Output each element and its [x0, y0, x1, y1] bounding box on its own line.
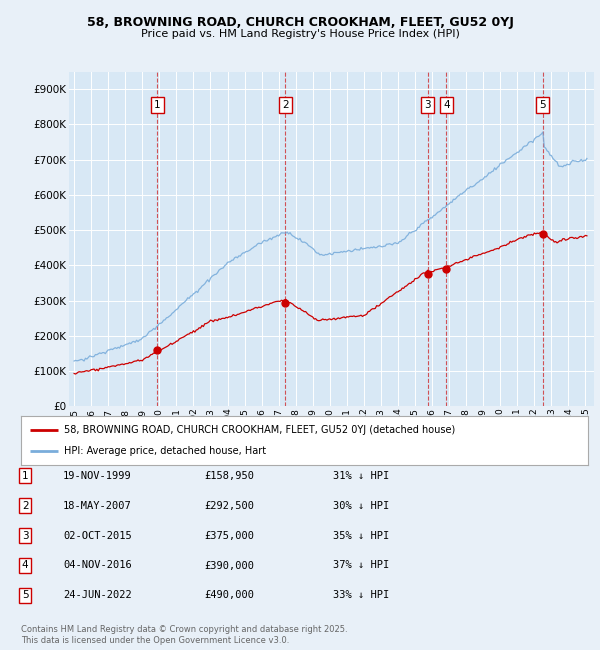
Text: 18-MAY-2007: 18-MAY-2007	[63, 500, 132, 511]
Text: 2: 2	[282, 100, 289, 110]
Text: 37% ↓ HPI: 37% ↓ HPI	[333, 560, 389, 571]
Text: 1: 1	[22, 471, 29, 481]
Text: 3: 3	[424, 100, 431, 110]
Text: £390,000: £390,000	[204, 560, 254, 571]
Text: 33% ↓ HPI: 33% ↓ HPI	[333, 590, 389, 601]
Text: 4: 4	[22, 560, 29, 571]
Text: £292,500: £292,500	[204, 500, 254, 511]
Text: 58, BROWNING ROAD, CHURCH CROOKHAM, FLEET, GU52 0YJ: 58, BROWNING ROAD, CHURCH CROOKHAM, FLEE…	[86, 16, 514, 29]
Text: £375,000: £375,000	[204, 530, 254, 541]
Text: Price paid vs. HM Land Registry's House Price Index (HPI): Price paid vs. HM Land Registry's House …	[140, 29, 460, 39]
Text: 5: 5	[22, 590, 29, 601]
Text: 31% ↓ HPI: 31% ↓ HPI	[333, 471, 389, 481]
Text: 02-OCT-2015: 02-OCT-2015	[63, 530, 132, 541]
Text: 58, BROWNING ROAD, CHURCH CROOKHAM, FLEET, GU52 0YJ (detached house): 58, BROWNING ROAD, CHURCH CROOKHAM, FLEE…	[64, 424, 455, 435]
Text: 4: 4	[443, 100, 449, 110]
Text: 35% ↓ HPI: 35% ↓ HPI	[333, 530, 389, 541]
Text: 5: 5	[539, 100, 546, 110]
Text: 24-JUN-2022: 24-JUN-2022	[63, 590, 132, 601]
Text: 3: 3	[22, 530, 29, 541]
Text: Contains HM Land Registry data © Crown copyright and database right 2025.
This d: Contains HM Land Registry data © Crown c…	[21, 625, 347, 645]
Text: 2: 2	[22, 500, 29, 511]
Text: £490,000: £490,000	[204, 590, 254, 601]
Text: 19-NOV-1999: 19-NOV-1999	[63, 471, 132, 481]
Text: 1: 1	[154, 100, 161, 110]
Text: HPI: Average price, detached house, Hart: HPI: Average price, detached house, Hart	[64, 446, 266, 456]
Text: 04-NOV-2016: 04-NOV-2016	[63, 560, 132, 571]
Text: 30% ↓ HPI: 30% ↓ HPI	[333, 500, 389, 511]
Text: £158,950: £158,950	[204, 471, 254, 481]
